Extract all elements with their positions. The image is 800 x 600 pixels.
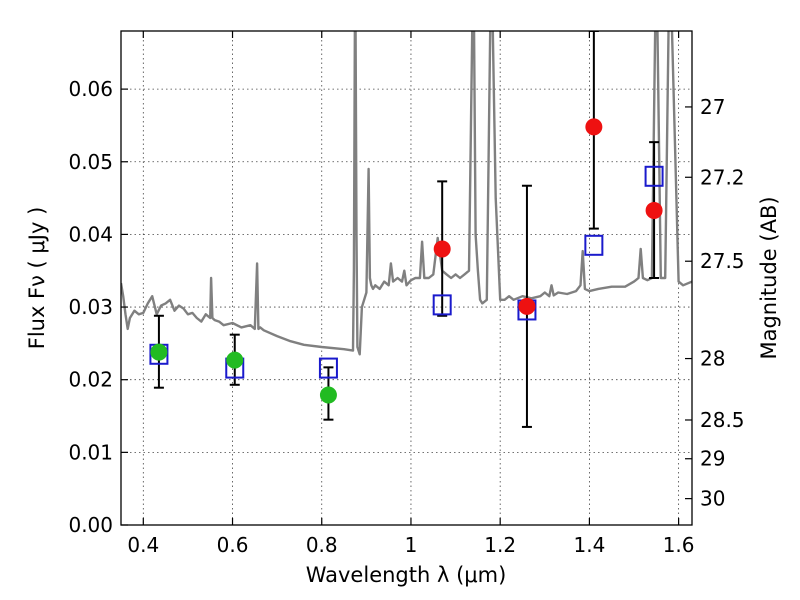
x-axis-label: Wavelength λ (μm) (306, 563, 507, 587)
ticks: 0.4 0.6 0.8 1 1.2 1.4 1.6 0.00 0.01 0.02 0.03 0.04 0… (68, 31, 745, 557)
right-tick-label: 28 (700, 347, 725, 371)
right-tick-label: 27.5 (700, 249, 745, 273)
red-point (518, 297, 536, 315)
x-tick-label: 0.4 (127, 533, 159, 557)
right-tick-label: 30 (700, 487, 725, 511)
x-tick-label: 0.6 (217, 533, 249, 557)
y-tick-label: 0.00 (68, 513, 113, 537)
red-point (645, 201, 663, 219)
y-tick-label: 0.01 (68, 440, 113, 464)
marker-layer (149, 118, 664, 404)
y-tick-label: 0.04 (68, 222, 113, 246)
errorbar-layer (153, 31, 660, 428)
grid (121, 31, 692, 525)
right-tick-label: 28.5 (700, 408, 745, 432)
plot-frame (120, 30, 693, 526)
y-tick-label: 0.06 (68, 77, 113, 101)
y-tick-label: 0.03 (68, 295, 113, 319)
model-square (318, 357, 338, 379)
model-square (432, 294, 452, 316)
x-tick-label: 1.6 (663, 533, 695, 557)
red-point (585, 118, 603, 136)
x-tick-label: 1.2 (484, 533, 516, 557)
right-axis-label: Magnitude (AB) (757, 196, 781, 359)
green-point (226, 351, 244, 369)
y-axis-label: Flux Fν ( μJy ) (25, 207, 49, 350)
red-point (433, 240, 451, 258)
right-tick-label: 29 (700, 447, 725, 471)
model-square (644, 165, 664, 187)
right-tick-label: 27.2 (700, 165, 745, 189)
green-point (150, 343, 168, 361)
model-square (584, 234, 604, 256)
spectrum-line (121, 31, 692, 356)
right-tick-label: 27 (700, 95, 725, 119)
y-tick-label: 0.02 (68, 368, 113, 392)
x-tick-label: 1 (405, 533, 418, 557)
green-point (319, 386, 337, 404)
x-tick-label: 1.4 (573, 533, 605, 557)
x-tick-label: 0.8 (306, 533, 338, 557)
spectrum-layer (121, 31, 692, 356)
y-tick-label: 0.05 (68, 150, 113, 174)
